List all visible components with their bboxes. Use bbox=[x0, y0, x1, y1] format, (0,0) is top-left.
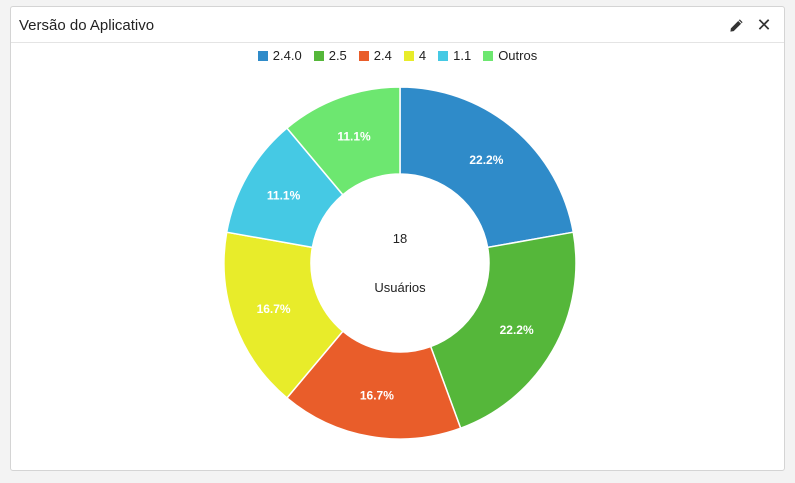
legend-swatch bbox=[438, 50, 449, 61]
donut-slice-Outros[interactable] bbox=[285, 86, 401, 196]
slice-label: 11.1% bbox=[267, 189, 301, 203]
chart-legend: 2.4.0 2.5 2.4 4 1.1 Outros bbox=[11, 48, 784, 63]
legend-item[interactable]: 2.4 bbox=[358, 48, 392, 63]
legend-item[interactable]: 4 bbox=[403, 48, 427, 63]
slice-label: 22.2% bbox=[500, 323, 534, 337]
legend-label: Outros bbox=[498, 48, 538, 63]
legend-item[interactable]: 2.4.0 bbox=[257, 48, 302, 63]
app-version-widget: Versão do Aplicativo ✕ 2.4.0 2.5 2.4 4 1.1 Ou… bbox=[10, 6, 785, 471]
donut-chart: 22.2% 22.2% 16.7% 16.7% 11.1% 11.1% 18 Usuários bbox=[223, 86, 577, 440]
donut-slice-2.5[interactable] bbox=[429, 231, 577, 430]
slice-label: 22.2% bbox=[469, 153, 503, 167]
legend-swatch bbox=[257, 50, 268, 61]
legend-swatch bbox=[483, 50, 494, 61]
center-label: Usuários bbox=[374, 280, 426, 295]
legend-swatch bbox=[358, 50, 369, 61]
legend-label: 1.1 bbox=[453, 48, 472, 63]
slice-label: 16.7% bbox=[257, 302, 291, 316]
widget-title: Versão do Aplicativo bbox=[19, 17, 155, 34]
legend-swatch bbox=[403, 50, 414, 61]
legend-swatch bbox=[313, 50, 324, 61]
legend-label: 2.4.0 bbox=[272, 48, 302, 63]
legend-item[interactable]: 2.5 bbox=[313, 48, 347, 63]
widget-header: Versão do Aplicativo ✕ bbox=[11, 7, 784, 43]
legend-label: 2.4 bbox=[373, 48, 392, 63]
close-icon[interactable]: ✕ bbox=[756, 15, 772, 35]
donut-slice-2.4.0[interactable] bbox=[399, 86, 575, 249]
pencil-icon[interactable] bbox=[724, 13, 748, 37]
legend-label: 2.5 bbox=[328, 48, 347, 63]
legend-item[interactable]: Outros bbox=[483, 48, 537, 63]
legend-label: 4 bbox=[418, 48, 427, 63]
legend-item[interactable]: 1.1 bbox=[438, 48, 471, 63]
slice-label: 16.7% bbox=[360, 388, 394, 402]
center-value: 18 bbox=[393, 231, 407, 246]
donut-slice-4[interactable] bbox=[223, 231, 344, 399]
donut-slice-2.4[interactable] bbox=[285, 330, 462, 440]
slice-label: 11.1% bbox=[337, 130, 371, 144]
